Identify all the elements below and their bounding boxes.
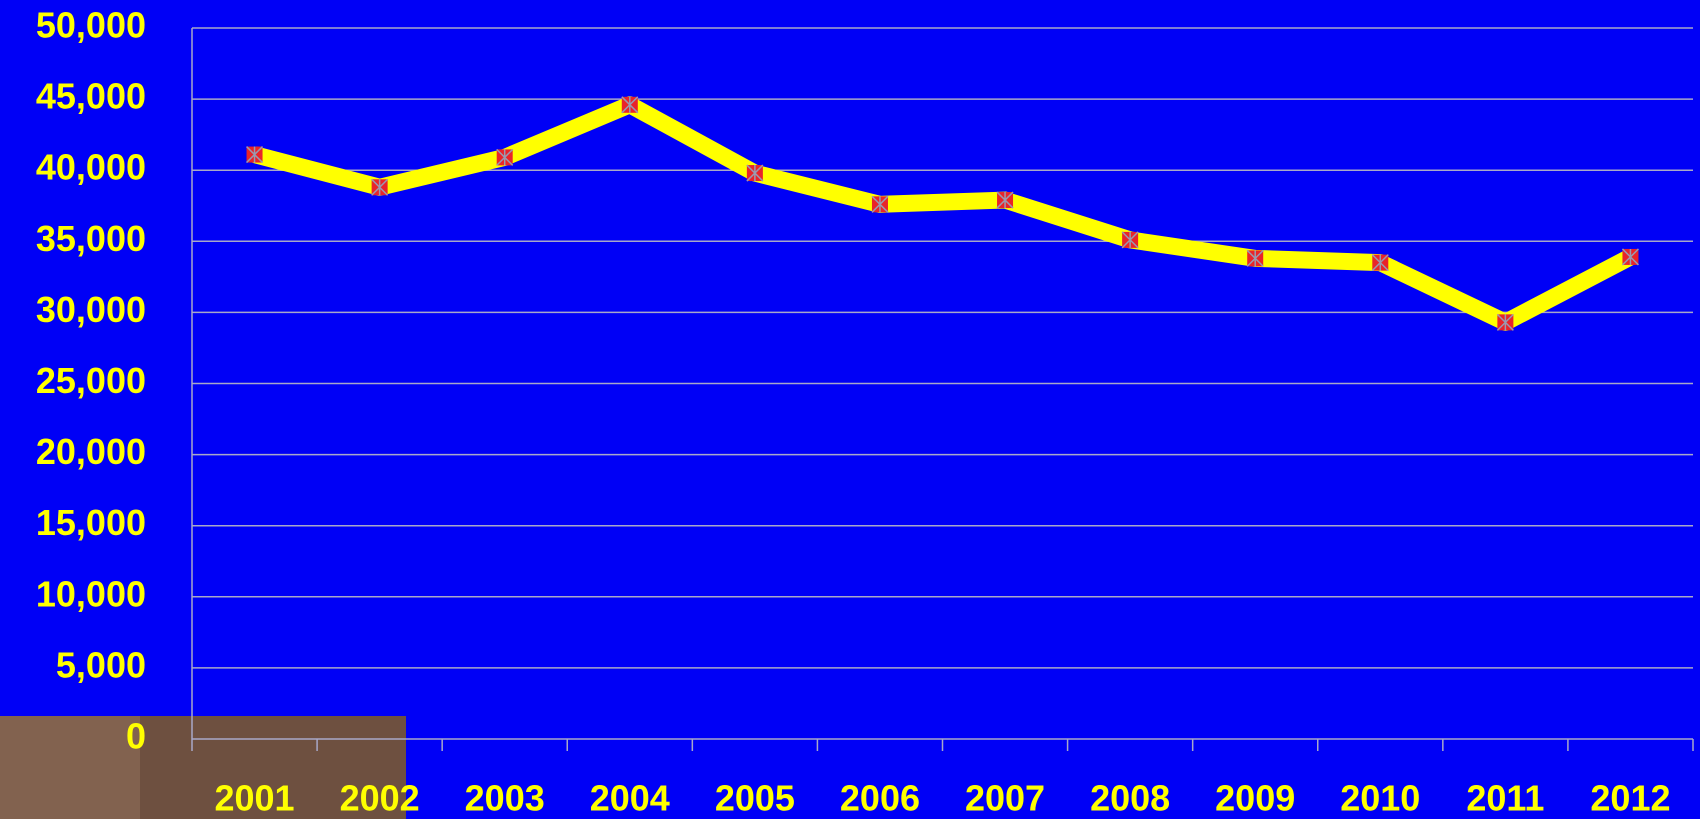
x-tick-label: 2008 xyxy=(1090,778,1170,819)
y-tick-label: 30,000 xyxy=(36,289,146,330)
y-tick-label: 45,000 xyxy=(36,76,146,117)
x-tick-label: 2007 xyxy=(965,778,1045,819)
x-tick-label: 2006 xyxy=(840,778,920,819)
x-tick-label: 2002 xyxy=(340,778,420,819)
y-tick-label: 20,000 xyxy=(36,431,146,472)
y-tick-label: 5,000 xyxy=(56,644,146,685)
y-tick-label: 50,000 xyxy=(36,5,146,46)
y-tick-label: 0 xyxy=(126,716,146,757)
x-tick-label: 2003 xyxy=(465,778,545,819)
y-tick-label: 40,000 xyxy=(36,147,146,188)
chart: 0 5,000 10,000 15,000 20,000 25,000 30,000 35,0… xyxy=(0,0,1700,819)
y-tick-label: 10,000 xyxy=(36,573,146,614)
corner-photo-shade xyxy=(0,716,140,819)
page: 0 5,000 10,000 15,000 20,000 25,000 30,000 35,0… xyxy=(0,0,1700,819)
x-tick-label: 2012 xyxy=(1590,778,1670,819)
x-tick-label: 2010 xyxy=(1340,778,1420,819)
x-tick-label: 2005 xyxy=(715,778,795,819)
y-tick-label: 35,000 xyxy=(36,218,146,259)
x-tick-label: 2011 xyxy=(1466,778,1544,819)
y-tick-label: 15,000 xyxy=(36,502,146,543)
x-tick-label: 2009 xyxy=(1215,778,1295,819)
y-tick-label: 25,000 xyxy=(36,360,146,401)
background xyxy=(0,0,1700,819)
x-tick-label: 2004 xyxy=(590,778,670,819)
x-tick-label: 2001 xyxy=(214,778,294,819)
